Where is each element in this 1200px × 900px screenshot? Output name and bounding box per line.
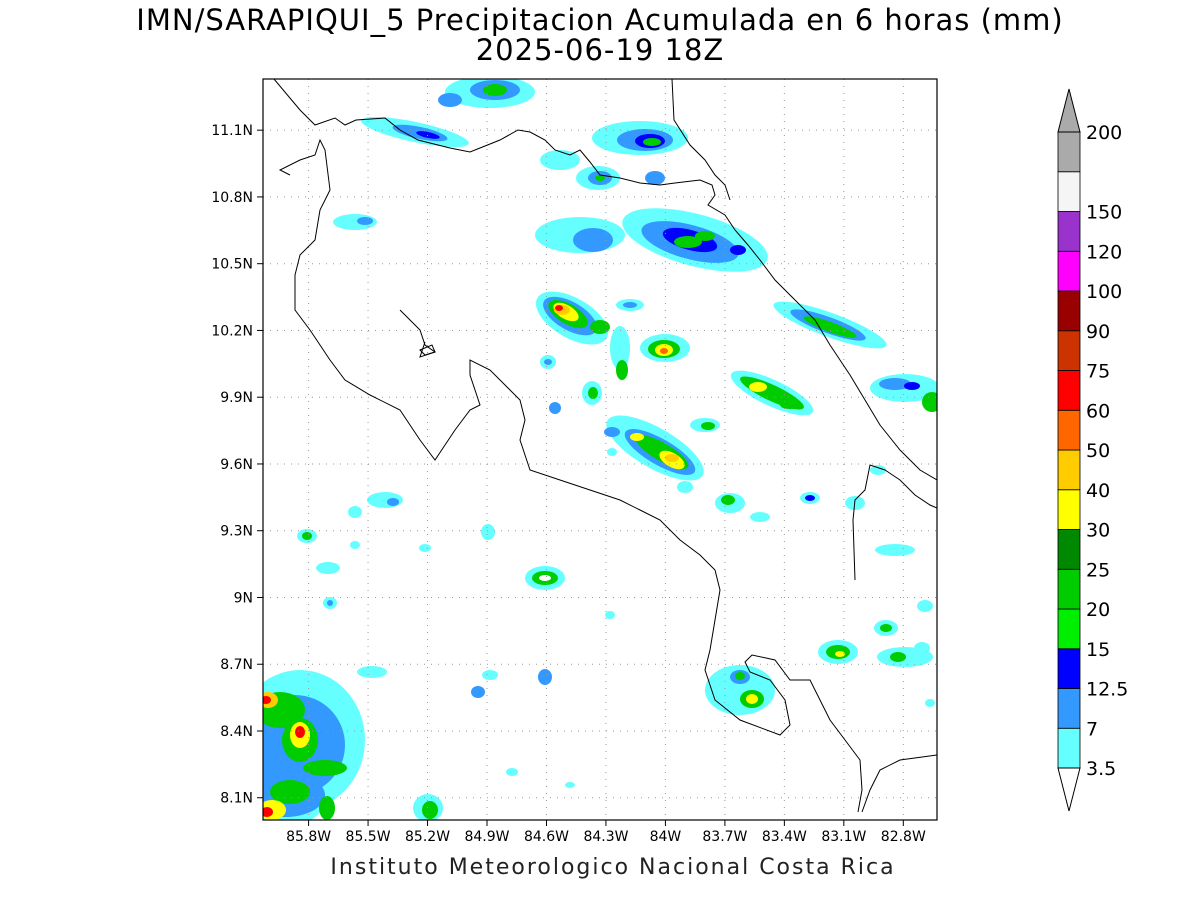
colorbar-swatch [1057, 330, 1081, 371]
precip-blob [616, 299, 644, 311]
colorbar-label: 40 [1086, 480, 1110, 502]
colorbar-swatch [1057, 211, 1081, 252]
lon-tick-label: 84.9W [464, 829, 509, 845]
colorbar-swatch [1057, 568, 1081, 610]
lat-tick-label: 9N [234, 590, 253, 606]
precip-blob [361, 116, 469, 148]
lon-tick-label: 84W [650, 829, 682, 845]
colorbar-label: 200 [1086, 122, 1122, 144]
precip-blob [540, 355, 602, 414]
colorbar-label: 120 [1086, 241, 1122, 263]
colorbar-swatch [1057, 370, 1081, 411]
precip-blob [263, 670, 443, 820]
precip-blob [297, 492, 495, 609]
colorbar-label: 75 [1086, 361, 1110, 383]
precip-blob [622, 208, 768, 272]
colorbar-label: 15 [1086, 639, 1110, 661]
lon-tick-label: 85.5W [346, 829, 391, 845]
colorbar-label: 100 [1086, 281, 1122, 303]
coastline [273, 79, 937, 813]
lon-tick-label: 82.8W [881, 829, 926, 845]
colorbar-label: 30 [1086, 520, 1110, 542]
precip-blob [818, 544, 935, 707]
precip-blob [773, 301, 887, 349]
colorbar-swatch [1057, 290, 1081, 332]
precip-blob [730, 370, 814, 416]
precipitation-field [263, 79, 937, 820]
colorbar-swatch [1057, 489, 1081, 530]
lon-tick-label: 85.8W [286, 829, 331, 845]
colorbar-label: 90 [1086, 321, 1110, 343]
precip-blob [535, 291, 630, 380]
colorbar-label: 3.5 [1086, 758, 1116, 780]
lat-tick-label: 8.4N [220, 724, 253, 740]
lat-tick-label: 9.9N [220, 390, 253, 406]
precip-blob [333, 214, 377, 230]
precip-blob [438, 79, 535, 108]
lon-tick-label: 85.2W [405, 829, 450, 845]
precip-blob [690, 418, 720, 432]
colorbar-label: 12.5 [1086, 679, 1128, 701]
colorbar-label: 150 [1086, 202, 1122, 224]
colorbar-swatch [1057, 648, 1081, 689]
colorbar-swatch [1057, 529, 1081, 570]
map-frame [262, 78, 938, 821]
footer-credit: Instituto Meteorologico Nacional Costa R… [330, 855, 896, 880]
colorbar-swatch [1057, 250, 1081, 292]
lon-tick-label: 83.1W [821, 829, 866, 845]
colorbar-swatch [1057, 449, 1081, 491]
lon-tick-label: 84.6W [524, 829, 569, 845]
colorbar-label: 60 [1086, 400, 1110, 422]
precip-blob [535, 217, 625, 253]
lat-tick-label: 9.3N [220, 524, 253, 540]
lat-tick-label: 8.1N [220, 791, 253, 807]
latitude-axis: 11.1N 10.8N 10.5N 10.2N 9.9N 9.6N 9.3N 9N 8.7N 8.… [211, 123, 263, 807]
precip-blob [715, 465, 886, 522]
colorbar-swatch [1057, 409, 1081, 451]
colorbar-top-arrow [1057, 88, 1081, 133]
colorbar-swatch [1057, 688, 1081, 729]
precip-blob [540, 150, 665, 190]
lat-tick-label: 10.2N [211, 323, 253, 339]
colorbar-label: 7 [1086, 718, 1098, 740]
map-datetime: 2025-06-19 18Z [475, 33, 725, 67]
lat-tick-label: 10.8N [211, 190, 253, 206]
precip-blob [640, 334, 690, 362]
precip-blob [604, 415, 704, 493]
graticule [263, 79, 937, 820]
colorbar-swatch [1057, 727, 1081, 769]
precip-blob [705, 665, 775, 715]
lat-tick-label: 8.7N [220, 657, 253, 673]
lat-tick-label: 10.5N [211, 257, 253, 273]
colorbar-swatch [1057, 608, 1081, 650]
map-title: IMN/SARAPIQUI_5 Precipitacion Acumulada … [136, 3, 1064, 37]
colorbar-swatch [1057, 131, 1081, 173]
precip-blob [870, 374, 937, 412]
lon-tick-label: 84.3W [583, 829, 628, 845]
colorbar-bottom-arrow [1057, 767, 1081, 812]
longitude-axis: 85.8W 85.5W 85.2W 84.9W 84.6W 84.3W 84W 83.7W 83… [286, 820, 926, 845]
colorbar-label: 25 [1086, 559, 1110, 581]
precip-blob [592, 121, 688, 155]
colorbar-label: 50 [1086, 440, 1110, 462]
lat-tick-label: 9.6N [220, 457, 253, 473]
lon-tick-label: 83.4W [762, 829, 807, 845]
lat-tick-label: 11.1N [211, 123, 253, 139]
precip-blob [357, 611, 615, 788]
colorbar-swatch [1057, 171, 1081, 212]
precip-blob [525, 566, 565, 590]
colorbar-legend: 3.5 7 12.5 15 20 25 30 40 50 60 75 90 100 120 150 200 [1057, 88, 1128, 812]
colorbar-label: 20 [1086, 599, 1110, 621]
lon-tick-label: 83.7W [702, 829, 747, 845]
